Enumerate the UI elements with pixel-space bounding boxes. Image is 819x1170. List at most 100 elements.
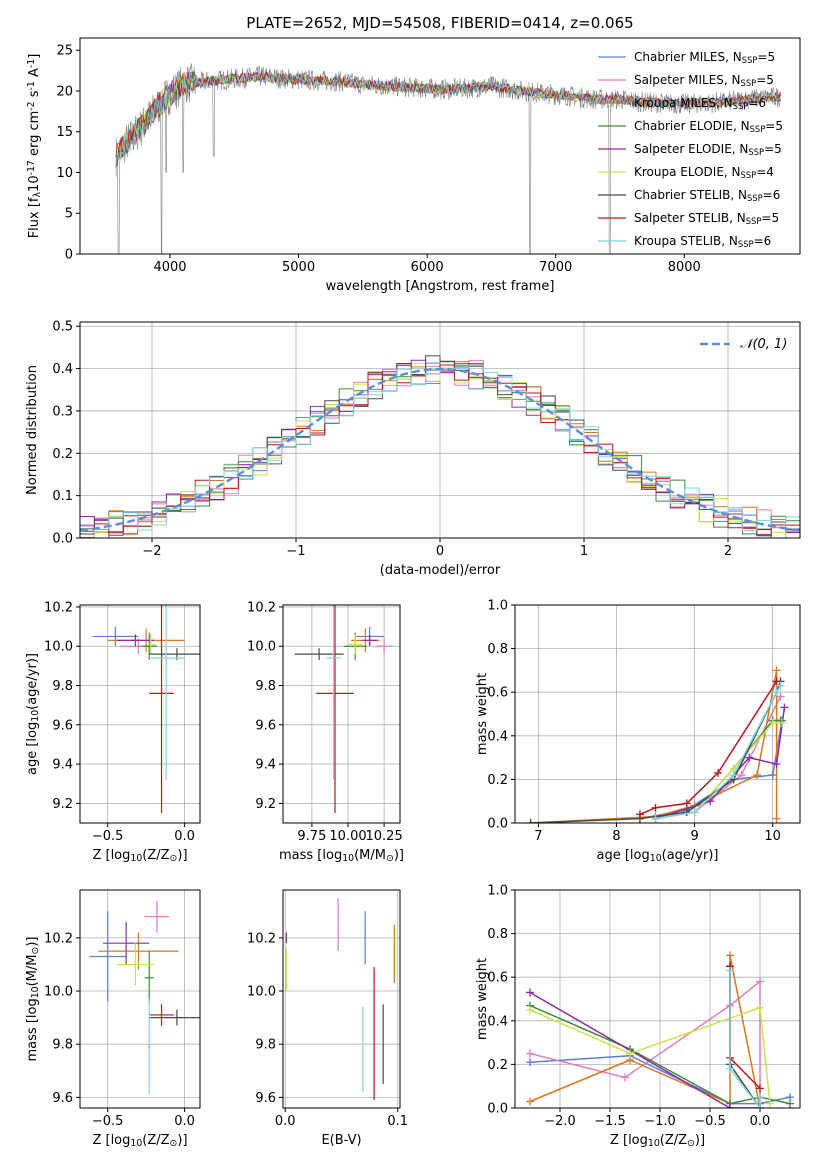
marker-kroupa_elodie — [768, 718, 777, 727]
marker-chabrier_elodie — [786, 1099, 794, 1108]
legend-label-salpeter_stelib: Salpeter STELIB, NSSP=5 — [634, 211, 779, 226]
marker-kroupa_miles — [726, 951, 734, 960]
x-axis-label: Z [log10(Z/Z⊙)] — [92, 848, 187, 864]
legend: 𝒩(0, 1) — [700, 337, 787, 352]
mass_vs_ebv-plot-area — [285, 897, 395, 1101]
x-tick-label: 8000 — [668, 260, 701, 275]
y-tick-label: 25 — [56, 44, 73, 59]
series-kroupa_miles — [530, 670, 778, 823]
legend-label-salpeter_miles: Salpeter MILES, NSSP=5 — [634, 73, 774, 88]
y-tick-label: 9.6 — [255, 1091, 276, 1106]
marker-kroupa_stelib — [772, 688, 781, 697]
age_vs_mass-plot-area — [294, 605, 393, 814]
marker-kroupa_stelib — [690, 808, 699, 817]
marker-salpeter_stelib — [772, 677, 781, 686]
y-tick-label: 9.8 — [255, 1038, 276, 1053]
legend-label-chabrier_elodie: Chabrier ELODIE, NSSP=5 — [634, 119, 783, 134]
x-tick-label: −0.5 — [92, 1114, 124, 1129]
marker-salpeter_miles — [756, 977, 764, 986]
y-tick-label: 9.6 — [52, 1091, 73, 1106]
y-axis-label: Flux [fλ10-17 erg cm-2 s-1 A-1] — [26, 54, 43, 239]
axes-frame — [79, 37, 801, 255]
age_vs_z-plot-area — [92, 605, 200, 814]
legend-label-chabrier_stelib: Chabrier STELIB, NSSP=6 — [634, 188, 780, 203]
marker-kroupa_stelib — [756, 1104, 764, 1108]
marker-salpeter_elodie — [745, 753, 754, 762]
x-tick-label: 4000 — [153, 260, 186, 275]
x-tick-label: 7 — [534, 829, 542, 844]
mass_weight_vs_age-axes: 7 8 9 10 0.0 0.2 0.4 0.6 0.8 1.0 age [log10(age/yr… — [475, 599, 801, 864]
y-tick-label: 15 — [56, 125, 73, 140]
y-tick-label: 0.2 — [487, 1058, 508, 1073]
x-tick-label: −1 — [286, 544, 305, 559]
marker-kroupa_miles — [772, 666, 781, 675]
data-spectrum — [115, 63, 781, 254]
x-tick-label: 0.0 — [750, 1114, 771, 1129]
y-tick-label: 10.2 — [247, 600, 276, 615]
y-tick-label: 9.4 — [255, 758, 276, 773]
mass_weight_vs_z-axes: −2.0 −1.5 −1.0 −0.5 0.0 0.0 0.2 0.4 0.6 0.8 1.0 Z [… — [475, 884, 801, 1149]
marker-kroupa_elodie — [778, 718, 787, 727]
x-tick-label: 5000 — [282, 260, 315, 275]
marker-salpeter_stelib — [635, 810, 644, 819]
residuals-axes: −2 −1 0 1 2 0.0 0.1 0.2 0.3 0.4 0.5 (data-model)/er… — [25, 320, 801, 578]
x-tick-label: 6000 — [411, 260, 444, 275]
series-kroupa_stelib — [729, 970, 761, 1108]
marker-salpeter_elodie — [772, 760, 781, 769]
legend-label-chabrier_miles: Chabrier MILES, NSSP=5 — [634, 50, 775, 65]
y-axis-label: Normed distribution — [25, 365, 40, 495]
y-tick-label: 0.6 — [487, 686, 508, 701]
mass_vs_ebv-axes: 0.0 0.1 9.6 9.8 10.0 10.2 E(B-V) — [247, 889, 408, 1148]
y-tick-label: 10.0 — [44, 640, 73, 655]
marker-kroupa_miles — [772, 814, 781, 823]
marker-salpeter_stelib — [682, 799, 691, 808]
axes-frame — [79, 604, 201, 824]
x-axis-label: age [log10(age/yr)] — [597, 848, 719, 864]
x-tick-label: −1.0 — [644, 1114, 676, 1129]
x-axis-label: wavelength [Angstrom, rest frame] — [326, 279, 555, 294]
y-tick-label: 9.6 — [255, 718, 276, 733]
axes-frame — [514, 604, 801, 824]
marker-salpeter_miles — [776, 692, 785, 701]
y-tick-label: 0.8 — [487, 927, 508, 942]
x-tick-label: −2 — [142, 544, 161, 559]
y-tick-label: 1.0 — [487, 599, 508, 614]
legend: Chabrier MILES, NSSP=5 Salpeter MILES, NS… — [598, 50, 783, 249]
mass_vs_z-axes: −0.5 0.0 9.6 9.8 10.0 10.2 Z [log10(Z/Z⊙)] mass… — [25, 889, 201, 1149]
mass_vs_z-plot-area — [89, 900, 200, 1095]
spectrum-plot-area — [115, 63, 782, 254]
marker-salpeter_miles — [737, 771, 746, 780]
y-tick-label: 0.3 — [52, 404, 73, 419]
marker-kroupa_miles — [526, 1097, 534, 1106]
normal-curve — [80, 367, 800, 532]
y-tick-label: 0.8 — [487, 642, 508, 657]
x-axis-label: (data-model)/error — [380, 563, 501, 578]
x-tick-label: 2 — [724, 544, 732, 559]
legend-label-salpeter_elodie: Salpeter ELODIE, NSSP=5 — [634, 142, 782, 157]
mass_weight_vs_z-plot-area — [526, 951, 794, 1108]
marker-chabrier_miles — [768, 771, 777, 780]
y-tick-label: 0.1 — [52, 489, 73, 504]
x-tick-label: −0.5 — [694, 1114, 726, 1129]
hist-salpeter_stelib — [80, 363, 800, 534]
y-tick-label: 0.5 — [52, 320, 73, 335]
marker-salpeter_elodie — [526, 988, 534, 997]
y-tick-label: 0.0 — [52, 532, 73, 547]
x-tick-label: 8 — [612, 829, 620, 844]
y-tick-label: 9.8 — [52, 1038, 73, 1053]
y-tick-label: 0.4 — [487, 729, 508, 744]
marker-salpeter_elodie — [706, 797, 715, 806]
marker-salpeter_miles — [526, 1049, 534, 1058]
x-tick-label: 1 — [580, 544, 588, 559]
y-tick-label: 0.6 — [487, 971, 508, 986]
marker-chabrier_stelib — [526, 819, 535, 823]
figure-title: PLATE=2652, MJD=54508, FIBERID=0414, z=0… — [246, 14, 633, 32]
series-salpeter_stelib — [639, 680, 778, 815]
x-tick-label: 10 — [764, 829, 781, 844]
axes-frame — [282, 889, 401, 1109]
x-tick-label: 0.0 — [275, 1114, 296, 1129]
y-axis-label: mass [log10(M/M⊙)] — [25, 937, 41, 1062]
y-tick-label: 0.0 — [487, 1102, 508, 1117]
series-kroupa_miles — [529, 955, 761, 1108]
